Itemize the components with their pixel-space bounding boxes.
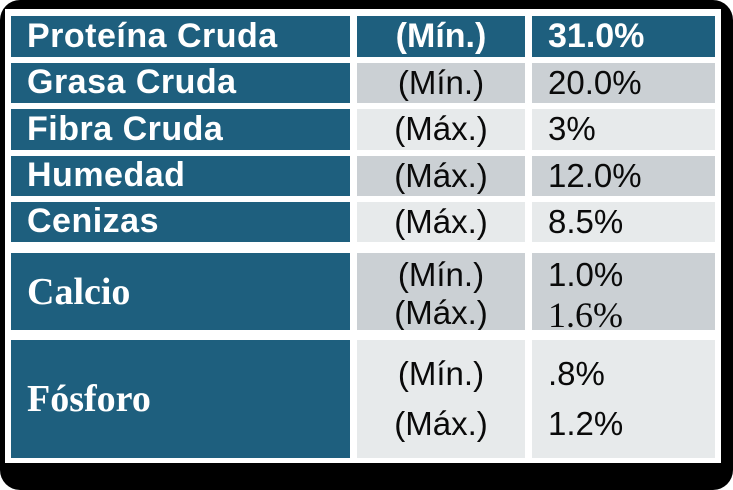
value-line: 1.6% xyxy=(548,295,623,331)
value-line: .8% xyxy=(548,355,605,393)
qualifier-cell: (Máx.) xyxy=(357,155,525,196)
nutrient-name-cell: Fibra Cruda xyxy=(11,108,350,150)
table-row: Grasa Cruda (Mín.) 20.0% xyxy=(11,62,715,103)
nutrient-name-cell: Humedad xyxy=(11,155,350,196)
nutrient-name-cell: Calcio xyxy=(11,253,350,331)
value-cell: 3% xyxy=(532,108,715,150)
nutrient-name-cell: Fósforo xyxy=(11,340,350,458)
qualifier-line: (Máx.) xyxy=(394,405,488,443)
table-row: Proteína Cruda (Mín.) 31.0% xyxy=(11,16,715,57)
value-cell: .8% 1.2% xyxy=(532,340,715,458)
value-cell: 8.5% xyxy=(532,201,715,243)
qualifier-cell: (Mín.) (Máx.) xyxy=(357,340,525,458)
table-row: Humedad (Máx.) 12.0% xyxy=(11,155,715,196)
qualifier-line: (Mín.) xyxy=(397,355,485,393)
value-cell: 20.0% xyxy=(532,62,715,103)
nutrient-name-cell: Cenizas xyxy=(11,201,350,243)
qualifier-cell: (Mín.) xyxy=(357,62,525,103)
nutrient-name-cell: Grasa Cruda xyxy=(11,62,350,103)
value-line: 1.2% xyxy=(548,405,624,443)
value-cell: 1.0% 1.6% xyxy=(532,253,715,331)
qualifier-line: (Máx.) xyxy=(394,294,488,331)
qualifier-cell: (Mín.) (Máx.) xyxy=(357,253,525,331)
value-cell: 31.0% xyxy=(532,16,715,57)
qualifier-cell: (Máx.) xyxy=(357,201,525,243)
table-row: Cenizas (Máx.) 8.5% xyxy=(11,201,715,243)
table-row: Fósforo (Mín.) (Máx.) .8% 1.2% xyxy=(11,340,715,458)
qualifier-cell: (Mín.) xyxy=(357,16,525,57)
guaranteed-analysis-table: Proteína Cruda (Mín.) 31.0% Grasa Cruda … xyxy=(5,9,721,463)
value-cell: 12.0% xyxy=(532,155,715,196)
table-row: Fibra Cruda (Máx.) 3% xyxy=(11,108,715,150)
qualifier-line: (Mín.) xyxy=(397,256,485,294)
table-row: Calcio (Mín.) (Máx.) 1.0% 1.6% xyxy=(11,253,715,331)
nutrient-name-cell: Proteína Cruda xyxy=(11,16,350,57)
qualifier-cell: (Máx.) xyxy=(357,108,525,150)
value-line: 1.0% xyxy=(548,256,624,294)
